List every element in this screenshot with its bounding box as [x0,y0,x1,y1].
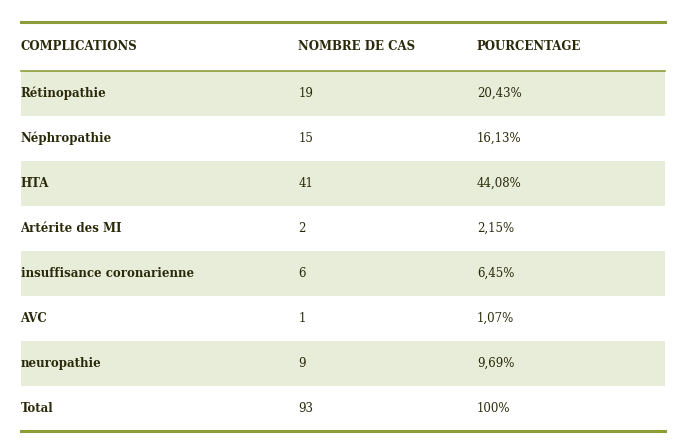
Text: COMPLICATIONS: COMPLICATIONS [21,40,137,53]
Text: Néphropathie: Néphropathie [21,132,112,145]
Text: 100%: 100% [477,402,510,415]
Text: insuffisance coronarienne: insuffisance coronarienne [21,267,193,280]
Bar [21,341,665,386]
Text: neuropathie: neuropathie [21,357,102,370]
Text: NOMBRE DE CAS: NOMBRE DE CAS [298,40,416,53]
Text: 16,13%: 16,13% [477,132,521,145]
Text: 2,15%: 2,15% [477,222,514,235]
Text: 2: 2 [298,222,306,235]
Text: 44,08%: 44,08% [477,177,521,190]
Bar [21,251,665,296]
Bar [21,161,665,206]
Text: 9,69%: 9,69% [477,357,514,370]
Text: 93: 93 [298,402,314,415]
Bar [21,71,665,116]
Text: 41: 41 [298,177,314,190]
Text: POURCENTAGE: POURCENTAGE [477,40,581,53]
Text: 1: 1 [298,312,306,325]
Text: 15: 15 [298,132,314,145]
Text: AVC: AVC [21,312,47,325]
Text: 19: 19 [298,87,314,100]
Text: 20,43%: 20,43% [477,87,521,100]
Text: 6: 6 [298,267,306,280]
Text: HTA: HTA [21,177,49,190]
Text: 6,45%: 6,45% [477,267,514,280]
Text: 9: 9 [298,357,306,370]
Text: Rétinopathie: Rétinopathie [21,87,106,100]
Text: 1,07%: 1,07% [477,312,514,325]
Text: Total: Total [21,402,54,415]
Text: Artérite des MI: Artérite des MI [21,222,122,235]
